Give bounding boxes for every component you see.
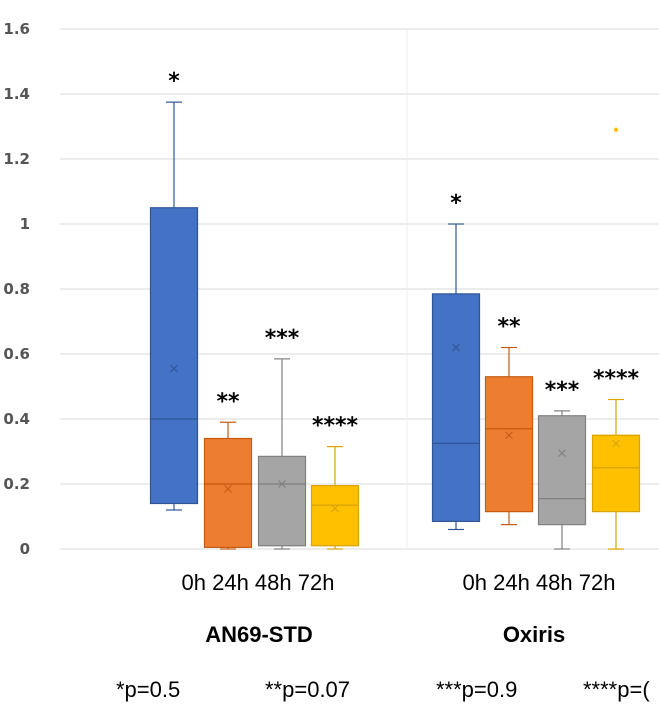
y-tick-label: 1.2 bbox=[3, 150, 30, 168]
box-iqr bbox=[431, 293, 481, 522]
box-iqr bbox=[537, 415, 587, 526]
significance-label: **** bbox=[312, 414, 359, 439]
box-an69-std-0h bbox=[149, 101, 199, 511]
group-label-an69-std: AN69-STD bbox=[205, 622, 313, 647]
x-axis-labels-an69-std: 0h 24h 48h 72h bbox=[182, 570, 335, 595]
footnote: *p=0.5 bbox=[116, 677, 180, 702]
box-an69-std-24h bbox=[203, 421, 253, 550]
significance-label: ** bbox=[216, 389, 240, 414]
box-iqr bbox=[203, 437, 253, 548]
mean-marker bbox=[224, 484, 232, 493]
significance-label: * bbox=[168, 69, 180, 94]
y-axis-ticks: 0 0.2 0.4 0.6 0.8 1 1.2 1.4 1.6 bbox=[3, 20, 30, 558]
y-tick-label: 0.2 bbox=[3, 475, 30, 493]
mean-marker bbox=[505, 431, 513, 440]
outlier-point bbox=[613, 127, 619, 132]
mean-marker bbox=[170, 364, 178, 373]
mean-marker bbox=[558, 449, 566, 458]
footnote: ****p=( bbox=[583, 677, 650, 702]
y-tick-label: 0.8 bbox=[3, 280, 30, 298]
significance-label: **** bbox=[593, 367, 640, 392]
mean-marker bbox=[331, 504, 339, 513]
y-tick-label: 1 bbox=[20, 215, 30, 233]
box-iqr bbox=[484, 376, 534, 513]
box-an69-std-48h bbox=[257, 358, 307, 550]
footnote: ***p=0.9 bbox=[436, 677, 517, 702]
y-tick-label: 0 bbox=[20, 540, 30, 558]
significance-label: ** bbox=[497, 315, 521, 340]
footnote: **p=0.07 bbox=[265, 677, 350, 702]
group-label-oxiris: Oxiris bbox=[503, 622, 565, 647]
y-tick-label: 0.4 bbox=[3, 410, 30, 428]
mean-marker bbox=[612, 439, 620, 448]
box-oxiris-24h bbox=[484, 346, 534, 526]
y-tick-label: 1.4 bbox=[3, 85, 30, 103]
significance-label: *** bbox=[265, 326, 300, 351]
y-tick-label: 1.6 bbox=[3, 20, 30, 38]
box-an69-std-72h bbox=[310, 446, 360, 550]
box-plots bbox=[149, 101, 641, 550]
box-iqr bbox=[257, 455, 307, 547]
box-iqr bbox=[591, 434, 641, 513]
mean-marker bbox=[278, 480, 286, 488]
box-oxiris-0h bbox=[431, 223, 481, 531]
significance-label: * bbox=[450, 191, 462, 216]
x-axis-labels-oxiris: 0h 24h 48h 72h bbox=[463, 570, 616, 595]
significance-label: *** bbox=[545, 378, 580, 403]
mean-marker bbox=[452, 343, 460, 352]
box-oxiris-48h bbox=[537, 410, 587, 550]
y-tick-label: 0.6 bbox=[3, 345, 30, 363]
box-oxiris-72h bbox=[591, 127, 641, 550]
box-iqr bbox=[310, 485, 360, 547]
box-iqr bbox=[149, 207, 199, 505]
